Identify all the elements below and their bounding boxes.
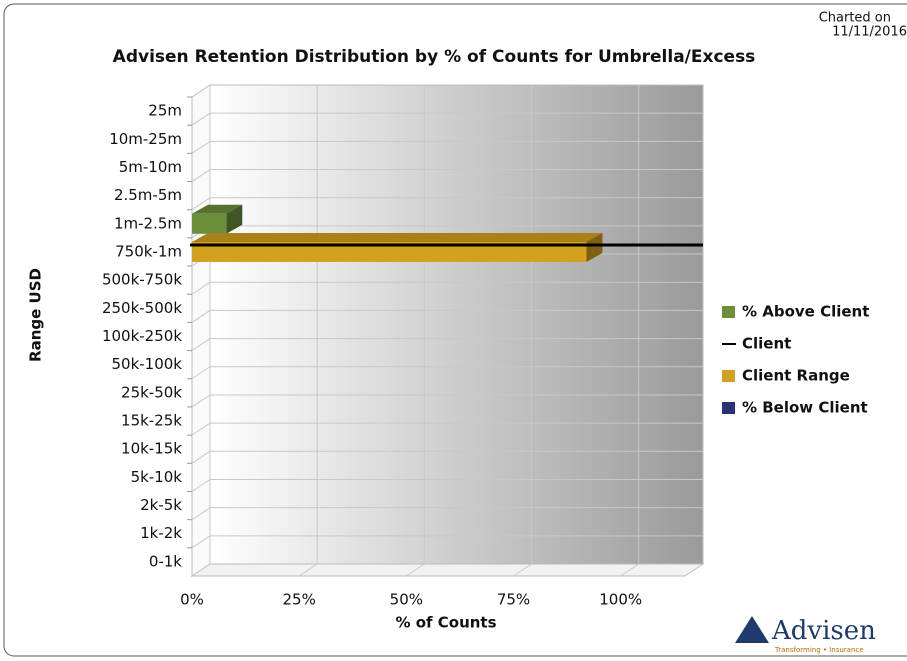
y-tick-label: 250k-500k	[102, 299, 182, 317]
legend-swatch	[722, 306, 735, 318]
logo-tagline: Transforming • Insurance	[774, 646, 864, 654]
x-tick-label: 25%	[283, 591, 316, 609]
floor	[190, 563, 705, 577]
bar	[192, 213, 227, 234]
bar	[192, 241, 587, 262]
y-tick-label: 15k-25k	[121, 412, 182, 430]
bar-side	[226, 204, 243, 234]
y-tick-label: 50k-100k	[111, 355, 182, 373]
y-tick-label: 0-1k	[149, 552, 182, 570]
y-axis-label: Range USD	[27, 268, 45, 362]
bar-top	[192, 204, 243, 214]
left-wall	[191, 84, 211, 577]
bar-side	[586, 232, 603, 262]
legend-label: Client Range	[742, 367, 850, 385]
legend-swatch	[722, 402, 735, 414]
x-axis-label: % of Counts	[395, 614, 496, 632]
y-tick-label: 1k-2k	[140, 524, 182, 542]
x-tick-label: 50%	[390, 591, 423, 609]
x-tick-label: 100%	[599, 591, 642, 609]
y-tick-label: 100k-250k	[102, 327, 182, 345]
bar-top	[192, 232, 603, 242]
charted-date: 11/11/2016	[832, 25, 907, 40]
y-tick-label: 500k-750k	[102, 271, 182, 289]
y-tick-label: 10k-15k	[121, 440, 182, 458]
y-tick-label: 25k-50k	[121, 383, 182, 401]
y-tick-label: 1m-2.5m	[114, 214, 182, 232]
y-tick-label: 25m	[148, 102, 182, 120]
y-tick-label: 2k-5k	[140, 496, 182, 514]
y-tick-label: 5m-10m	[119, 158, 182, 176]
logo-name: Advisen	[771, 616, 876, 646]
x-tick-label: 75%	[497, 591, 530, 609]
logo-icon	[735, 616, 769, 643]
x-tick-label: 0%	[180, 591, 204, 609]
y-tick-label: 10m-25m	[109, 130, 182, 148]
back-wall	[209, 84, 704, 565]
legend-label: % Above Client	[742, 303, 869, 321]
charted-on: Charted on	[819, 11, 891, 26]
chart-title: Advisen Retention Distribution by % of C…	[113, 47, 756, 67]
legend-label: % Below Client	[742, 399, 868, 417]
y-tick-label: 5k-10k	[131, 468, 183, 486]
y-tick-label: 2.5m-5m	[114, 186, 182, 204]
y-tick-label: 750k-1m	[115, 242, 182, 260]
legend-label: Client	[742, 335, 791, 353]
legend-swatch	[722, 370, 735, 382]
